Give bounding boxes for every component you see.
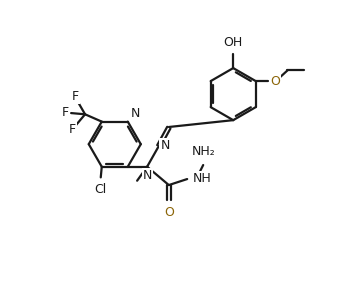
Text: N: N [143, 169, 152, 182]
Text: F: F [72, 90, 79, 103]
Text: NH₂: NH₂ [192, 145, 216, 158]
Text: NH: NH [192, 172, 211, 185]
Text: O: O [270, 75, 280, 87]
Text: N: N [130, 107, 140, 120]
Text: F: F [62, 106, 69, 119]
Text: Cl: Cl [95, 183, 107, 196]
Text: N: N [160, 139, 170, 152]
Text: O: O [164, 206, 174, 219]
Text: OH: OH [224, 36, 243, 49]
Text: F: F [69, 123, 76, 136]
